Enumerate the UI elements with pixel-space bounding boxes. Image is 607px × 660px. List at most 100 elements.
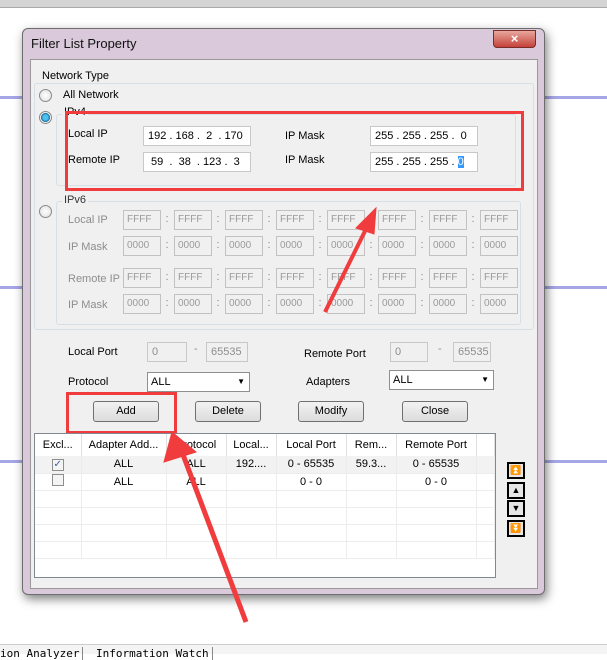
- ipv6-local-mask-label: IP Mask: [68, 241, 108, 253]
- adapters-select[interactable]: ALL ▼: [389, 370, 494, 390]
- arrow-head: [355, 206, 377, 235]
- protocol-select[interactable]: ALL ▼: [147, 372, 250, 392]
- ipv6-field[interactable]: 0000: [429, 294, 467, 314]
- separator: :: [267, 297, 271, 309]
- header-local-port[interactable]: Local Port: [276, 434, 347, 456]
- separator: :: [216, 271, 220, 283]
- separator: :: [471, 271, 475, 283]
- header-local[interactable]: Local...: [226, 434, 277, 456]
- ipv6-field[interactable]: FFFF: [276, 268, 314, 288]
- header-remote-port[interactable]: Remote Port: [396, 434, 477, 456]
- separator: :: [165, 297, 169, 309]
- separator: :: [420, 297, 424, 309]
- cell-adapter: ALL: [81, 473, 167, 491]
- ipv6-field[interactable]: FFFF: [123, 210, 161, 230]
- separator: :: [369, 239, 373, 251]
- move-bottom-icon[interactable]: ⏬: [507, 520, 525, 537]
- ipv6-field[interactable]: FFFF: [225, 268, 263, 288]
- local-port-from[interactable]: 0: [147, 342, 187, 362]
- header-adapter[interactable]: Adapter Add...: [81, 434, 167, 456]
- local-port-dash: -: [194, 343, 198, 355]
- radio-all-network[interactable]: [39, 89, 52, 102]
- exclude-checkbox[interactable]: [51, 474, 64, 486]
- ipv6-field[interactable]: 0000: [276, 236, 314, 256]
- ipv6-field[interactable]: FFFF: [123, 268, 161, 288]
- annotation-box: [65, 111, 524, 191]
- cell-protocol: ALL: [166, 456, 227, 474]
- close-icon[interactable]: ×: [493, 30, 536, 48]
- remote-mask-selected: 0: [457, 156, 464, 168]
- separator: :: [471, 297, 475, 309]
- separator: :: [165, 213, 169, 225]
- remote-port-dash: -: [438, 343, 442, 355]
- ipv6-field[interactable]: FFFF: [174, 210, 212, 230]
- ipv6-field[interactable]: FFFF: [174, 268, 212, 288]
- ipv6-field[interactable]: 0000: [378, 294, 416, 314]
- header-exclude[interactable]: Excl...: [35, 434, 82, 456]
- local-port-label: Local Port: [68, 346, 118, 358]
- ipv6-field[interactable]: FFFF: [276, 210, 314, 230]
- ipv6-field[interactable]: 0000: [225, 294, 263, 314]
- ipv6-group: [56, 201, 521, 325]
- ipv6-field[interactable]: FFFF: [429, 268, 467, 288]
- ipv6-field[interactable]: 0000: [174, 236, 212, 256]
- arrow-line: [323, 224, 370, 313]
- separator: :: [267, 239, 271, 251]
- exclude-checkbox[interactable]: ✓: [51, 458, 64, 471]
- background-toolbar: [0, 0, 607, 8]
- remote-port-to[interactable]: 65535: [453, 342, 491, 362]
- ipv6-field[interactable]: 0000: [480, 294, 518, 314]
- radio-ipv6[interactable]: [39, 205, 52, 218]
- modify-button[interactable]: Modify: [298, 401, 364, 422]
- add-button[interactable]: Add: [93, 401, 159, 422]
- separator: :: [471, 239, 475, 251]
- radio-ipv4[interactable]: [39, 111, 52, 124]
- table-row[interactable]: ✓ ALL ALL 192.... 0 - 65535 59.3... 0 - …: [35, 456, 495, 474]
- ipv6-field[interactable]: FFFF: [480, 268, 518, 288]
- local-ip-input[interactable]: 192 . 168 . 2 . 170: [143, 126, 251, 146]
- ipv6-field[interactable]: FFFF: [378, 210, 416, 230]
- remote-ip-label: Remote IP: [68, 154, 120, 166]
- separator: :: [318, 271, 322, 283]
- separator: :: [216, 239, 220, 251]
- ipv6-field[interactable]: 0000: [123, 236, 161, 256]
- delete-button[interactable]: Delete: [195, 401, 261, 422]
- remote-ip-input[interactable]: 59 . 38 . 123 . 3: [143, 152, 251, 172]
- local-mask-input[interactable]: 255 . 255 . 255 . 0: [370, 126, 478, 146]
- move-top-icon[interactable]: ⏫: [507, 462, 525, 479]
- ipv6-field[interactable]: 0000: [378, 236, 416, 256]
- ipv6-label: IPv6: [62, 194, 89, 206]
- separator: :: [318, 239, 322, 251]
- chevron-down-icon: ▼: [481, 375, 489, 384]
- arrow-head: [163, 431, 198, 463]
- adapters-label: Adapters: [306, 376, 351, 388]
- close-button[interactable]: Close: [402, 401, 468, 422]
- ipv6-remote-ip-label: Remote IP: [68, 273, 120, 285]
- ipv6-field[interactable]: 0000: [123, 294, 161, 314]
- move-up-icon[interactable]: ▲: [507, 482, 525, 499]
- move-down-icon[interactable]: ▼: [507, 500, 525, 517]
- local-port-to[interactable]: 65535: [206, 342, 248, 362]
- ipv6-field[interactable]: 0000: [225, 236, 263, 256]
- chevron-down-icon: ▼: [237, 377, 245, 386]
- bottom-tabs: ion Analyzer Information Watch: [0, 644, 607, 660]
- all-network-label: All Network: [63, 89, 119, 101]
- ipv6-local-ip-label: Local IP: [68, 214, 108, 226]
- adapters-value: ALL: [393, 374, 413, 386]
- remote-mask-input[interactable]: 255 . 255 . 255 . 0: [370, 152, 478, 172]
- ipv6-field[interactable]: 0000: [480, 236, 518, 256]
- ipv6-field[interactable]: 0000: [276, 294, 314, 314]
- separator: :: [267, 213, 271, 225]
- ipv6-field[interactable]: FFFF: [225, 210, 263, 230]
- ipv6-field[interactable]: FFFF: [429, 210, 467, 230]
- ipv6-field[interactable]: FFFF: [480, 210, 518, 230]
- cell-local: [226, 473, 277, 491]
- remote-port-from[interactable]: 0: [390, 342, 428, 362]
- local-ip-label: Local IP: [68, 128, 108, 140]
- ipv6-field[interactable]: 0000: [429, 236, 467, 256]
- network-type-group: [34, 83, 534, 330]
- header-remote[interactable]: Rem...: [346, 434, 397, 456]
- ipv6-field[interactable]: FFFF: [378, 268, 416, 288]
- ipv6-field[interactable]: 0000: [174, 294, 212, 314]
